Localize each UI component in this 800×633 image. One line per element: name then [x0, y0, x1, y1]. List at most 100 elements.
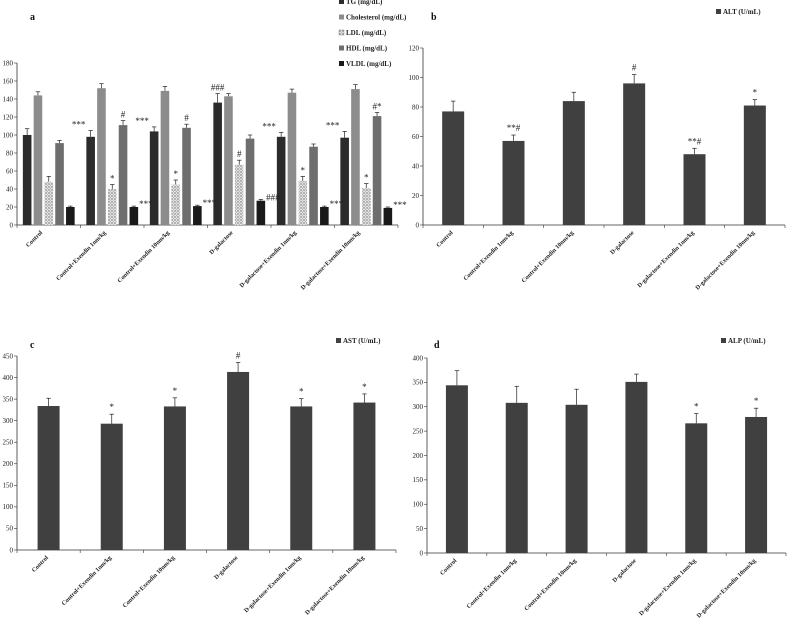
significance-label: ***	[326, 120, 340, 130]
category-label: Control+Exendin 10nm/kg	[520, 229, 576, 285]
bar-hdl	[372, 116, 382, 225]
significance-label: *	[173, 386, 178, 396]
legend-label: ALT (U/mL)	[723, 8, 761, 16]
legend-label: TG (mg/dL)	[346, 0, 383, 6]
y-tick-label: 400	[3, 374, 14, 382]
y-tick-label: 0	[420, 549, 424, 557]
bar-alp	[445, 385, 468, 553]
bar-alp	[505, 402, 528, 553]
bar-ast	[290, 406, 313, 550]
bar-hdl	[245, 138, 255, 225]
significance-label: *	[753, 88, 758, 98]
significance-label: ***	[393, 200, 407, 210]
y-tick-label: 60	[6, 167, 14, 175]
y-tick-label: 20	[6, 203, 14, 211]
bar-ast	[37, 406, 60, 550]
y-tick-label: 120	[409, 44, 420, 52]
category-label: Control+Exendin 10nm/kg	[121, 554, 177, 610]
category-label: Control+Exendin 10nm/kg	[116, 229, 172, 285]
category-label: Control+Exendin 10nm/kg	[523, 557, 579, 613]
significance-label: *	[110, 402, 115, 412]
bar-hdl	[118, 125, 128, 225]
legend-label: LDL (mg/dL)	[346, 29, 387, 37]
significance-label: #	[237, 149, 242, 159]
significance-label: *	[301, 165, 306, 175]
bar-ldl	[234, 164, 244, 225]
significance-label: *	[364, 173, 369, 183]
panel-letter: c	[30, 340, 35, 351]
y-tick-label: 40	[412, 162, 420, 170]
significance-label: ***	[203, 198, 217, 208]
bar-alp	[745, 416, 768, 553]
y-tick-label: 350	[413, 379, 424, 387]
significance-label: #	[121, 110, 126, 120]
bar-alt	[623, 83, 646, 226]
bar-alt	[442, 111, 465, 225]
bar-alt	[562, 101, 585, 225]
panel-c: c 0 50 100 150 200 250 300 350 400 450 Control Contr…	[3, 337, 397, 616]
panel-b: b 0 20 40 60 80 100 120 Control Control+Exendin 1…	[409, 8, 786, 291]
category-label: Control	[25, 229, 45, 249]
y-tick-label: 160	[3, 77, 14, 85]
bar-ldl	[361, 188, 371, 225]
bar-tg	[149, 131, 159, 225]
y-tick-label: 450	[3, 352, 14, 360]
significance-label: *	[362, 382, 367, 392]
bar-ldl	[298, 180, 308, 225]
bar-alp	[625, 381, 648, 553]
bar-ldl	[44, 181, 54, 225]
category-label: Control	[31, 554, 51, 574]
bar-hdl	[309, 146, 318, 225]
category-label: Control	[435, 229, 455, 249]
bar-vldl	[66, 207, 75, 225]
category-label: D-galactose	[611, 557, 638, 584]
bar-hdl	[55, 143, 64, 225]
panel-letter: a	[30, 12, 35, 23]
significance-label: *	[754, 396, 759, 406]
category-label: Control+Exendin 1nm/kg	[60, 554, 113, 607]
y-tick-label: 250	[413, 427, 424, 435]
significance-label: ***	[262, 121, 276, 131]
y-tick-label: 100	[3, 503, 14, 511]
bar-ast	[227, 371, 250, 550]
y-tick-label: 100	[409, 74, 420, 82]
legend-swatch	[338, 29, 345, 36]
category-label: D-galactose+Exendin 1nm/kg	[638, 557, 698, 617]
y-tick-label: 180	[3, 59, 14, 67]
panel-letter: d	[434, 340, 440, 351]
y-tick-label: 120	[3, 113, 14, 121]
y-tick-label: 80	[412, 103, 420, 111]
significance-label: ###	[266, 193, 280, 203]
bar-tg	[213, 102, 222, 225]
bar-cholesterol	[33, 95, 43, 226]
significance-label: *	[694, 402, 699, 412]
category-label: D-galactose+Exendin 10nm/kg	[694, 229, 757, 292]
category-label: D-galactose	[609, 229, 636, 256]
legend-swatch	[716, 9, 721, 14]
bar-vldl	[193, 206, 202, 225]
bar-tg	[340, 137, 349, 225]
y-tick-label: 350	[3, 395, 14, 403]
y-tick-label: 200	[413, 452, 424, 460]
significance-label: ***	[139, 199, 153, 209]
category-label: D-galactose+Exendin 10nm/kg	[300, 229, 363, 292]
y-tick-label: 0	[10, 546, 14, 554]
bar-alt	[743, 105, 766, 225]
legend-label: ALP (U/mL)	[728, 337, 766, 345]
y-tick-label: 50	[6, 525, 14, 533]
legend-label: HDL (mg/dL)	[346, 45, 388, 53]
bar-ast	[100, 423, 123, 550]
y-tick-label: 100	[3, 131, 14, 139]
y-tick-label: 400	[413, 354, 424, 362]
significance-label: ***	[72, 120, 86, 130]
significance-label: *	[174, 169, 179, 179]
y-tick-label: 60	[412, 133, 420, 141]
bar-tg	[276, 136, 286, 225]
y-tick-label: 0	[10, 221, 14, 229]
bar-ast	[163, 406, 186, 550]
category-label: D-galactose	[208, 229, 235, 256]
legend-swatch	[339, 45, 344, 51]
bar-vldl	[129, 207, 139, 225]
category-label: D-galactose+Exendin 10nm/kg	[695, 557, 758, 620]
